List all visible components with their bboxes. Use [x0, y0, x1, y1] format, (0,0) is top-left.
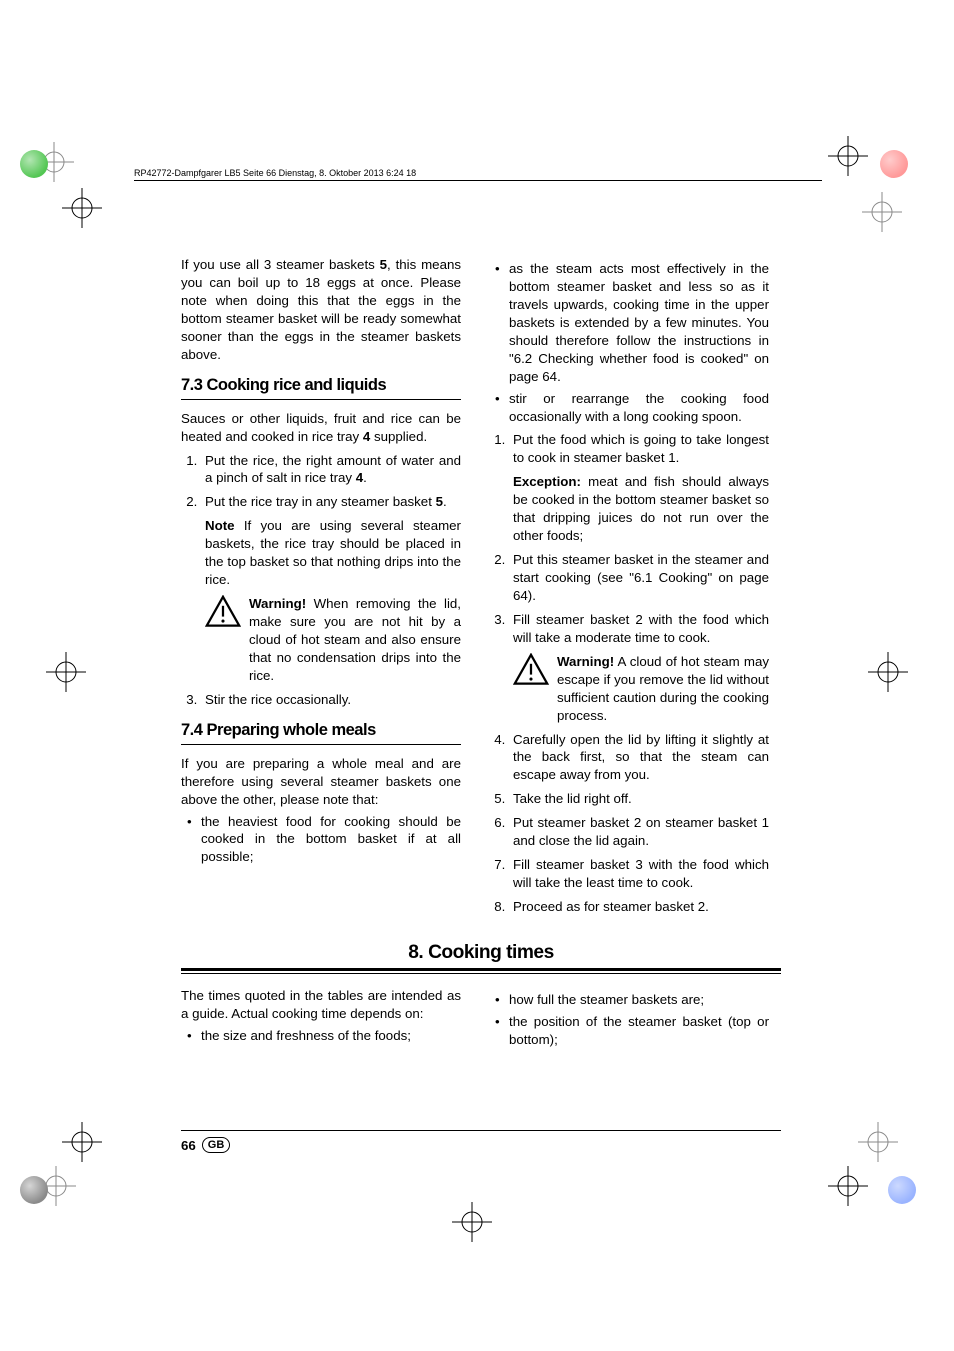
s74-warning: Warning! A cloud of hot steam may escape… — [513, 653, 769, 725]
chapter-rule-thick — [181, 968, 781, 971]
regmark-icon — [860, 190, 904, 234]
s73-warning: Warning! When removing the lid, make sur… — [205, 595, 461, 685]
s74-steps: Put the food which is going to take long… — [489, 431, 769, 916]
s74-step2: Put this steamer basket in the steamer a… — [509, 551, 769, 605]
regmark-icon — [450, 1200, 494, 1244]
s73-step3: Stir the rice occasionally. — [201, 691, 461, 709]
page-body: If you use all 3 steamer baskets 5, this… — [181, 256, 781, 1053]
s73-note: Note If you are using several steamer ba… — [205, 517, 461, 589]
color-ball-icon — [20, 1176, 48, 1204]
s8-intro: The times quoted in the tables are inten… — [181, 987, 461, 1023]
s74-exception: Exception: meat and fish should always b… — [513, 473, 769, 545]
s73-steps: Put the rice, the right amount of water … — [181, 452, 461, 709]
color-ball-icon — [888, 1176, 916, 1204]
regmark-icon — [60, 186, 104, 230]
left-column: If you use all 3 steamer baskets 5, this… — [181, 256, 461, 922]
regmark-icon — [856, 1120, 900, 1164]
regmark-icon — [866, 650, 910, 694]
s8-bullet2: how full the steamer baskets are; — [489, 991, 769, 1009]
chapter-rule-thin — [181, 973, 781, 974]
s74-step8: Proceed as for steamer basket 2. — [509, 898, 769, 916]
heading-rule — [181, 399, 461, 400]
warning-icon — [513, 653, 549, 685]
s73-step1: Put the rice, the right amount of water … — [201, 452, 461, 488]
warning-icon — [205, 595, 241, 627]
heading-7-3: 7.3 Cooking rice and liquids — [181, 376, 461, 395]
s74-step6: Put steamer basket 2 on steamer basket 1… — [509, 814, 769, 850]
s8-bullet3: the position of the steamer basket (top … — [489, 1013, 769, 1049]
s74-bullet2: as the steam acts most effectively in th… — [489, 260, 769, 386]
s74-warning-text: Warning! A cloud of hot steam may escape… — [557, 653, 769, 725]
print-header: RP42772-Dampfgarer LB5 Seite 66 Dienstag… — [134, 168, 416, 178]
s8-bullets-left: the size and freshness of the foods; — [181, 1027, 461, 1045]
s74-bullet3: stir or rearrange the cooking food occas… — [489, 390, 769, 426]
s74-step5: Take the lid right off. — [509, 790, 769, 808]
page-number: 66 — [181, 1138, 196, 1153]
regmark-icon — [826, 134, 870, 178]
regmark-icon — [826, 1164, 870, 1208]
s74-step7: Fill steamer basket 3 with the food whic… — [509, 856, 769, 892]
page-footer: 66 GB — [181, 1130, 781, 1153]
s8-right-column: how full the steamer baskets are; the po… — [489, 987, 769, 1053]
s73-intro: Sauces or other liquids, fruit and rice … — [181, 410, 461, 446]
s73-step2: Put the rice tray in any steamer basket … — [201, 493, 461, 684]
heading-7-4: 7.4 Preparing whole meals — [181, 721, 461, 740]
regmark-icon — [44, 650, 88, 694]
s74-step3: Fill steamer basket 2 with the food whic… — [509, 611, 769, 725]
intro-paragraph: If you use all 3 steamer baskets 5, this… — [181, 256, 461, 364]
gb-badge: GB — [202, 1137, 231, 1153]
s74-bullets-right: as the steam acts most effectively in th… — [489, 260, 769, 425]
s8-bullet1: the size and freshness of the foods; — [181, 1027, 461, 1045]
s74-step1: Put the food which is going to take long… — [509, 431, 769, 545]
heading-rule — [181, 744, 461, 745]
heading-8: 8. Cooking times — [181, 942, 781, 964]
s73-warning-text: Warning! When removing the lid, make sur… — [249, 595, 461, 685]
s8-bullets-right: how full the steamer baskets are; the po… — [489, 991, 769, 1049]
s74-bullets-left: the heaviest food for cooking should be … — [181, 813, 461, 867]
s74-bullet1: the heaviest food for cooking should be … — [181, 813, 461, 867]
color-ball-icon — [880, 150, 908, 178]
header-rule — [134, 180, 822, 181]
s74-step4: Carefully open the lid by lifting it sli… — [509, 731, 769, 785]
color-ball-icon — [20, 150, 48, 178]
right-column: as the steam acts most effectively in th… — [489, 256, 769, 922]
s74-intro: If you are preparing a whole meal and ar… — [181, 755, 461, 809]
regmark-icon — [60, 1120, 104, 1164]
s8-left-column: The times quoted in the tables are inten… — [181, 987, 461, 1053]
